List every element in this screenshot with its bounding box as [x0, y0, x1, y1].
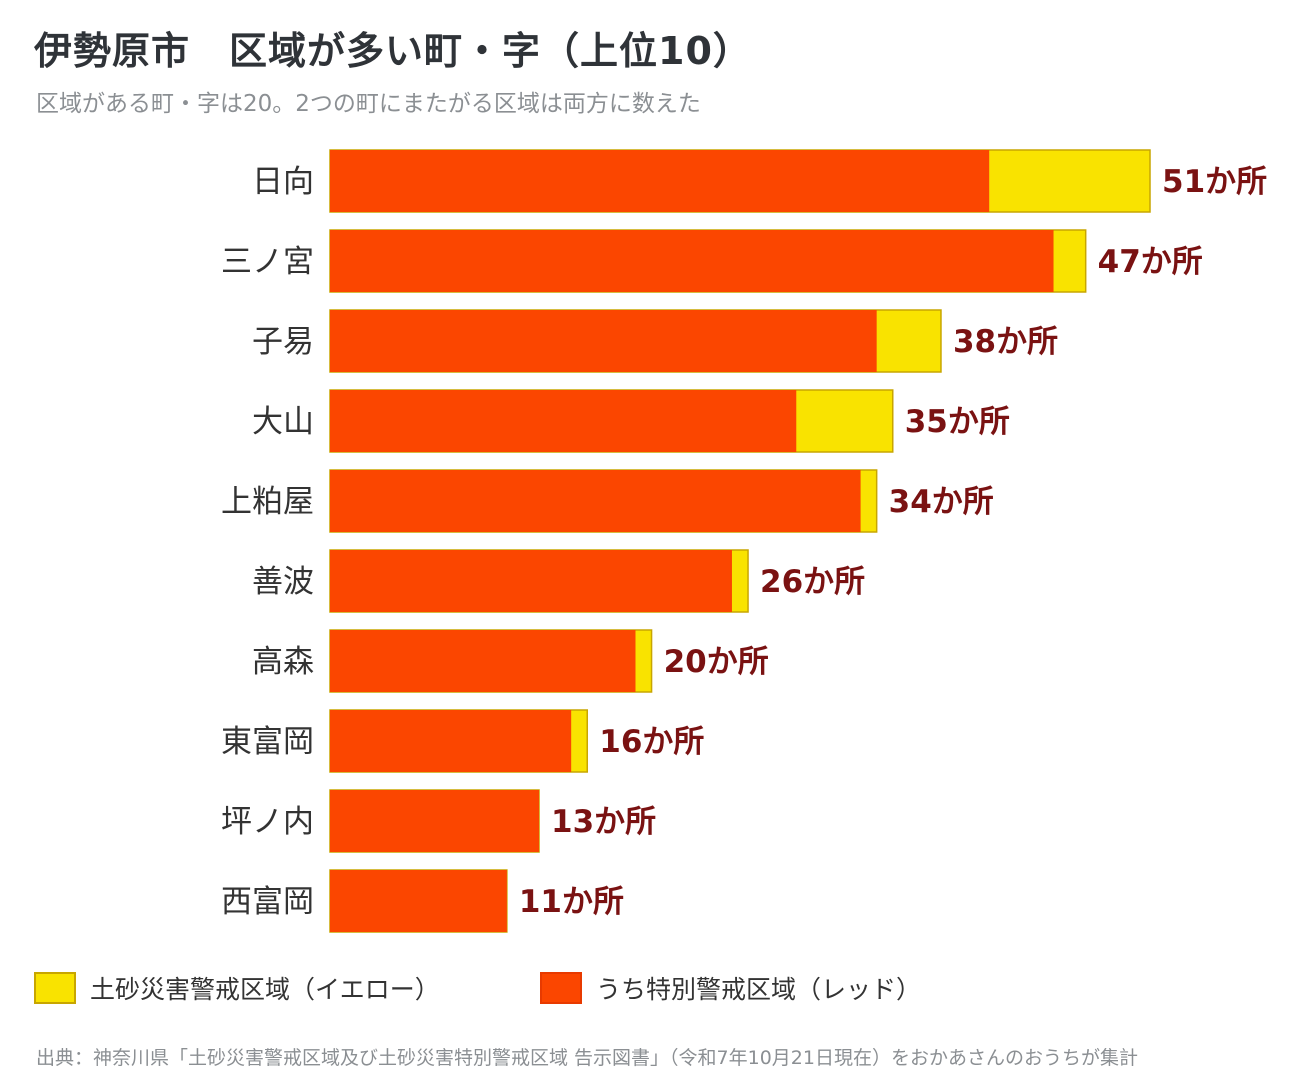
bar-red	[330, 230, 1054, 292]
value-label: 38か所	[953, 324, 1058, 360]
source-note: 出典：神奈川県「土砂災害警戒区域及び土砂災害特別警戒区域 告示図書」（令和7年1…	[36, 1047, 1138, 1069]
category-label: 子易	[252, 324, 314, 360]
legend-swatch-red	[540, 972, 582, 1004]
value-label: 51か所	[1162, 164, 1267, 200]
category-label: 上粕屋	[221, 484, 314, 520]
value-label: 11か所	[519, 884, 624, 920]
bar-red	[330, 310, 877, 372]
bar-red	[330, 550, 732, 612]
value-label: 26か所	[760, 564, 865, 600]
bar-red	[330, 790, 540, 852]
bar-red	[330, 710, 572, 772]
value-label: 35か所	[905, 404, 1010, 440]
value-label: 16か所	[599, 724, 704, 760]
bar-red	[330, 150, 990, 212]
value-label: 34か所	[889, 484, 994, 520]
category-label: 大山	[252, 404, 314, 440]
bar-red	[330, 630, 636, 692]
chart-subtitle: 区域がある町・字は20。2つの町にまたがる区域は両方に数えた	[36, 91, 701, 117]
bar-red	[330, 870, 507, 932]
category-label: 東富岡	[221, 724, 314, 760]
bar-red	[330, 390, 797, 452]
legend-item-red: うち特別警戒区域（レッド）	[540, 968, 921, 1008]
legend-label-yellow: 土砂災害警戒区域（イエロー）	[90, 975, 440, 1004]
legend-item-yellow: 土砂災害警戒区域（イエロー）	[34, 968, 440, 1008]
value-label: 20か所	[664, 644, 769, 680]
category-label: 三ノ宮	[221, 244, 314, 280]
bar-red	[330, 470, 861, 532]
legend-label-red: うち特別警戒区域（レッド）	[596, 975, 922, 1004]
category-label: 高森	[252, 644, 314, 680]
chart-title: 伊勢原市 区域が多い町・字（上位10）	[34, 29, 752, 73]
category-label: 善波	[252, 564, 314, 600]
value-label: 47か所	[1098, 244, 1203, 280]
value-label: 13か所	[551, 804, 656, 840]
category-label: 日向	[252, 164, 314, 200]
category-label: 坪ノ内	[221, 804, 314, 840]
legend-swatch-yellow	[34, 972, 76, 1004]
category-label: 西富岡	[221, 884, 314, 920]
